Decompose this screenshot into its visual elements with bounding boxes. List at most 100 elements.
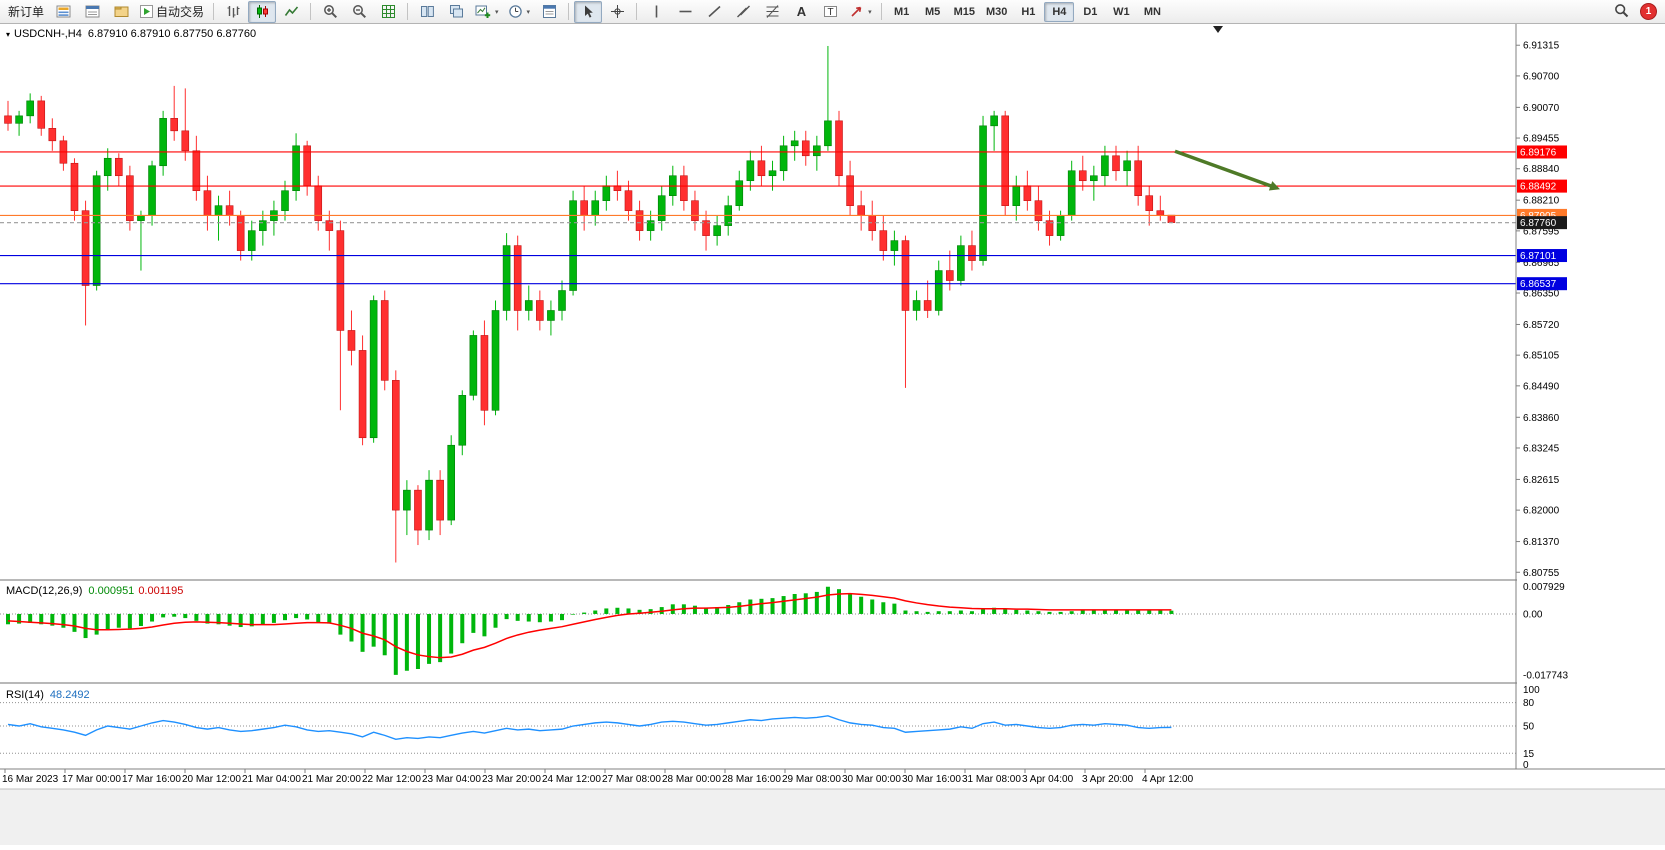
timeframe-mn[interactable]: MN xyxy=(1143,5,1161,18)
tile-windows-icon xyxy=(420,4,435,19)
time-axis[interactable] xyxy=(0,770,1516,788)
expand-triangle-icon[interactable]: ▾ xyxy=(6,30,11,39)
cursor-button[interactable] xyxy=(574,0,603,23)
candle-body xyxy=(824,120,832,147)
data-window-button[interactable] xyxy=(78,1,106,23)
price-tag-label: 6.86537 xyxy=(1520,279,1557,290)
time-label: 16 Mar 2023 xyxy=(2,774,59,785)
market-watch-button[interactable] xyxy=(49,1,77,23)
candle-body xyxy=(857,205,865,216)
vertical-line-button[interactable] xyxy=(642,1,670,23)
price-tick-label: 6.83860 xyxy=(1523,413,1560,424)
price-tag xyxy=(1517,145,1567,159)
profiles-button[interactable]: ▾ xyxy=(504,1,535,23)
toolbar-right: 1 xyxy=(1607,1,1661,23)
arrow-object[interactable] xyxy=(1174,149,1275,189)
candle-body xyxy=(757,160,766,177)
arrows-button[interactable]: ▾ xyxy=(845,1,876,23)
candle-body xyxy=(835,120,843,177)
time-label: 31 Mar 08:00 xyxy=(962,774,1021,785)
trendline-button[interactable] xyxy=(700,1,728,23)
timeframe-m15[interactable]: M15 xyxy=(953,5,975,18)
fibonacci-button[interactable] xyxy=(758,1,786,23)
crosshair-button[interactable] xyxy=(603,1,631,23)
timeframe-m30[interactable]: M30 xyxy=(985,5,1008,18)
candle-body xyxy=(181,130,190,152)
timeframe-m1[interactable]: M1 xyxy=(893,5,910,18)
candle-body xyxy=(1145,195,1154,211)
candle-body xyxy=(713,225,721,236)
arrow-object-head[interactable] xyxy=(1268,181,1280,191)
candle-body xyxy=(281,190,289,211)
toolbar: 新订单 自动交易 ▾ ▾ A T ▾ M1 M5 M15 M30 H1 H4 D1 W1 MN 1 xyxy=(0,0,1665,24)
price-tag xyxy=(1517,277,1567,291)
candle-body xyxy=(225,205,234,216)
time-label: 23 Mar 04:00 xyxy=(422,774,481,785)
text-button[interactable]: A xyxy=(787,1,815,23)
timeframe-h4[interactable]: H4 xyxy=(1044,1,1075,22)
grid-button[interactable] xyxy=(374,1,402,23)
price-tick-label: 6.85105 xyxy=(1523,351,1560,362)
line-chart-icon xyxy=(284,4,299,19)
chart-canvas[interactable]: 6.91315 6.90700 6.90070 6.89455 6.88840 6.882… xyxy=(0,24,1665,845)
line-chart-button[interactable] xyxy=(277,1,305,23)
navigator-button[interactable] xyxy=(107,1,135,23)
time-label: 4 Apr 12:00 xyxy=(1142,774,1194,785)
macd-axis-label: 0.007929 xyxy=(1523,582,1565,593)
channel-button[interactable] xyxy=(729,1,757,23)
zoom-in-button[interactable] xyxy=(316,1,344,23)
new-order-button[interactable]: 新订单 xyxy=(4,1,48,23)
timeframe-w1[interactable]: W1 xyxy=(1113,5,1130,18)
label-icon: T xyxy=(823,4,838,19)
rsi-axis-label: 15 xyxy=(1523,749,1535,760)
candle-body xyxy=(425,479,433,531)
chart-shift-marker[interactable] xyxy=(1213,26,1223,33)
candle-body xyxy=(26,100,34,117)
templates-button[interactable] xyxy=(535,1,563,23)
time-label: 27 Mar 08:00 xyxy=(602,774,661,785)
candlestick-button[interactable] xyxy=(248,0,277,23)
autotrade-button[interactable]: 自动交易 xyxy=(136,1,208,23)
horizontal-line-button[interactable] xyxy=(671,1,699,23)
chart-canvas-host: 6.91315 6.90700 6.90070 6.89455 6.88840 6.882… xyxy=(0,24,1665,850)
svg-text:T: T xyxy=(827,7,833,18)
new-chart-button[interactable]: ▾ xyxy=(471,1,503,23)
price-tick-label: 6.86350 xyxy=(1523,289,1560,300)
time-label: 17 Mar 00:00 xyxy=(62,774,121,785)
label-button[interactable]: T xyxy=(816,1,844,23)
candle-body xyxy=(1134,160,1142,196)
chart-window[interactable]: 6.91315 6.90700 6.90070 6.89455 6.88840 6.882… xyxy=(0,24,1665,845)
candle-body xyxy=(369,300,378,439)
timeframe-h1[interactable]: H1 xyxy=(1021,5,1036,18)
price-tag xyxy=(1517,216,1567,230)
candle-body xyxy=(702,220,710,236)
candle-body xyxy=(358,350,367,439)
candle-body xyxy=(1001,115,1010,206)
trendline-icon xyxy=(707,4,722,19)
macd-axis-label: -0.017743 xyxy=(1523,671,1568,682)
notification-badge[interactable]: 1 xyxy=(1640,3,1657,20)
candle-body xyxy=(403,489,411,511)
time-label: 29 Mar 08:00 xyxy=(782,774,841,785)
tile-windows-button[interactable] xyxy=(413,1,441,23)
candle-body xyxy=(934,270,943,311)
timeframe-m5[interactable]: M5 xyxy=(924,5,941,18)
candle-body xyxy=(569,200,577,291)
rsi-value: 48.2492 xyxy=(49,689,90,701)
candle-body xyxy=(624,190,633,211)
candle-body xyxy=(524,300,533,311)
search-button[interactable] xyxy=(1607,1,1635,23)
candle-body xyxy=(1067,170,1076,216)
candle-body xyxy=(391,380,400,511)
price-tag-label: 6.88492 xyxy=(1520,182,1557,193)
candle-body xyxy=(680,175,688,201)
candle-body xyxy=(957,245,965,281)
cascade-windows-button[interactable] xyxy=(442,1,470,23)
templates-icon xyxy=(542,4,557,19)
candle-body xyxy=(447,444,456,521)
zoom-out-button[interactable] xyxy=(345,1,373,23)
timeframe-d1[interactable]: D1 xyxy=(1083,5,1098,18)
navigator-icon xyxy=(114,4,129,19)
candle-body xyxy=(1167,214,1176,223)
bar-chart-button[interactable] xyxy=(219,1,247,23)
